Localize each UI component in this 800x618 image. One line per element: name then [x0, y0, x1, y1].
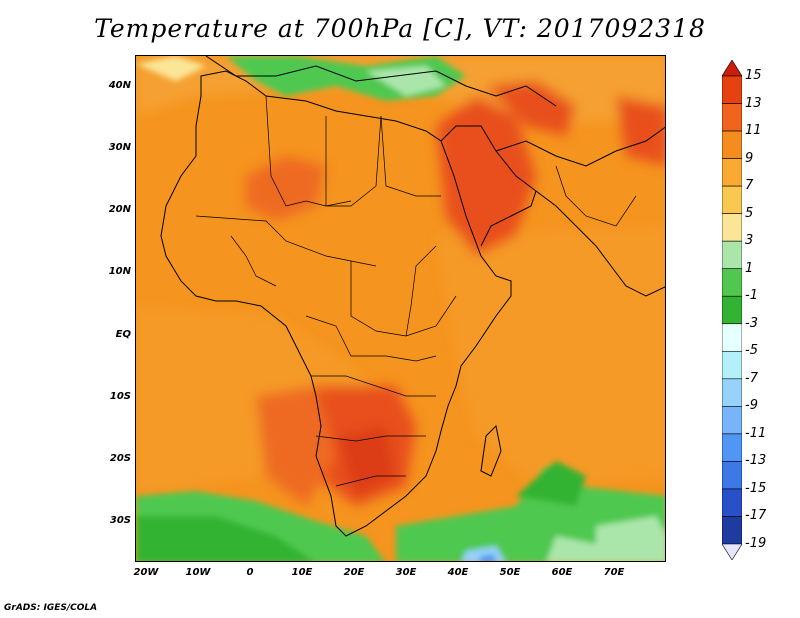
coastlines — [160, 56, 665, 537]
colorbar-segment — [722, 378, 742, 407]
colorbar-label: 9 — [745, 150, 754, 166]
temperature-field — [136, 56, 665, 506]
colorbar-segment — [722, 185, 742, 214]
colorbar-segment — [722, 75, 742, 104]
colorbar — [722, 60, 742, 560]
colorbar-label: 3 — [745, 233, 754, 249]
lon-label-30e: 30E — [395, 567, 417, 578]
lat-label-10s: 10S — [109, 391, 131, 402]
lon-label-70e: 70E — [603, 567, 625, 578]
map-canvas — [136, 56, 665, 561]
colorbar-label: -5 — [745, 343, 758, 359]
lon-label-20e: 20E — [343, 567, 365, 578]
colorbar-label: -3 — [745, 315, 758, 331]
colorbar-label: 7 — [745, 178, 754, 194]
colorbar-segment — [722, 516, 742, 545]
lat-label-20s: 20S — [109, 453, 131, 464]
colorbar-segment — [722, 130, 742, 159]
colorbar-segment — [722, 268, 742, 297]
colorbar-label: -13 — [745, 453, 767, 469]
colorbar-label: -19 — [745, 536, 767, 551]
colorbar-segment — [722, 406, 742, 435]
colorbar-segment — [722, 240, 742, 270]
colorbar-bottom-triangle — [722, 543, 742, 560]
colorbar-segment — [722, 461, 742, 490]
country-borders — [195, 95, 637, 487]
colorbar-label: -17 — [745, 508, 767, 524]
colorbar-label: -9 — [745, 398, 758, 414]
lat-label-40n: 40N — [108, 80, 131, 91]
lon-label-20w: 20W — [133, 567, 159, 578]
colorbar-label: 13 — [745, 95, 762, 111]
colorbar-segment — [722, 323, 742, 352]
lat-label-10n: 10N — [108, 266, 131, 277]
lat-label-20n: 20N — [108, 204, 131, 215]
lon-label-50e: 50E — [499, 567, 521, 578]
colorbar-segment — [722, 158, 742, 187]
lat-label-30n: 30N — [108, 142, 131, 153]
colorbar-label: -11 — [745, 425, 767, 441]
colorbar-label: 1 — [745, 260, 754, 276]
lon-label-40e: 40E — [447, 567, 469, 578]
colorbar-label: 15 — [745, 68, 762, 83]
colorbar-label: -1 — [745, 288, 758, 304]
lat-label-eq: EQ — [115, 329, 131, 340]
credit-text: GrADS: IGES/COLA — [4, 603, 98, 613]
lon-label-0: 0 — [246, 567, 254, 578]
cool-regions — [136, 56, 665, 561]
colorbar-label: 5 — [745, 205, 754, 221]
lon-label-60e: 60E — [551, 567, 573, 578]
colorbar-top-triangle — [722, 60, 742, 77]
colorbar-label: 11 — [745, 123, 762, 139]
lat-label-30s: 30S — [109, 515, 131, 526]
lon-label-10w: 10W — [185, 567, 211, 578]
lon-label-10e: 10E — [291, 567, 313, 578]
colorbar-label: -15 — [745, 480, 767, 496]
colorbar-segment — [722, 103, 742, 132]
colorbar-segment — [722, 350, 742, 380]
chart-title: Temperature at 700hPa [C], VT: 201709231… — [94, 14, 706, 43]
temperature-map — [135, 55, 666, 562]
colorbar-label: -7 — [745, 370, 758, 386]
colorbar-segment — [722, 295, 742, 325]
colorbar-segment — [722, 488, 742, 517]
colorbar-segment — [722, 433, 742, 462]
colorbar-segment — [722, 213, 742, 242]
